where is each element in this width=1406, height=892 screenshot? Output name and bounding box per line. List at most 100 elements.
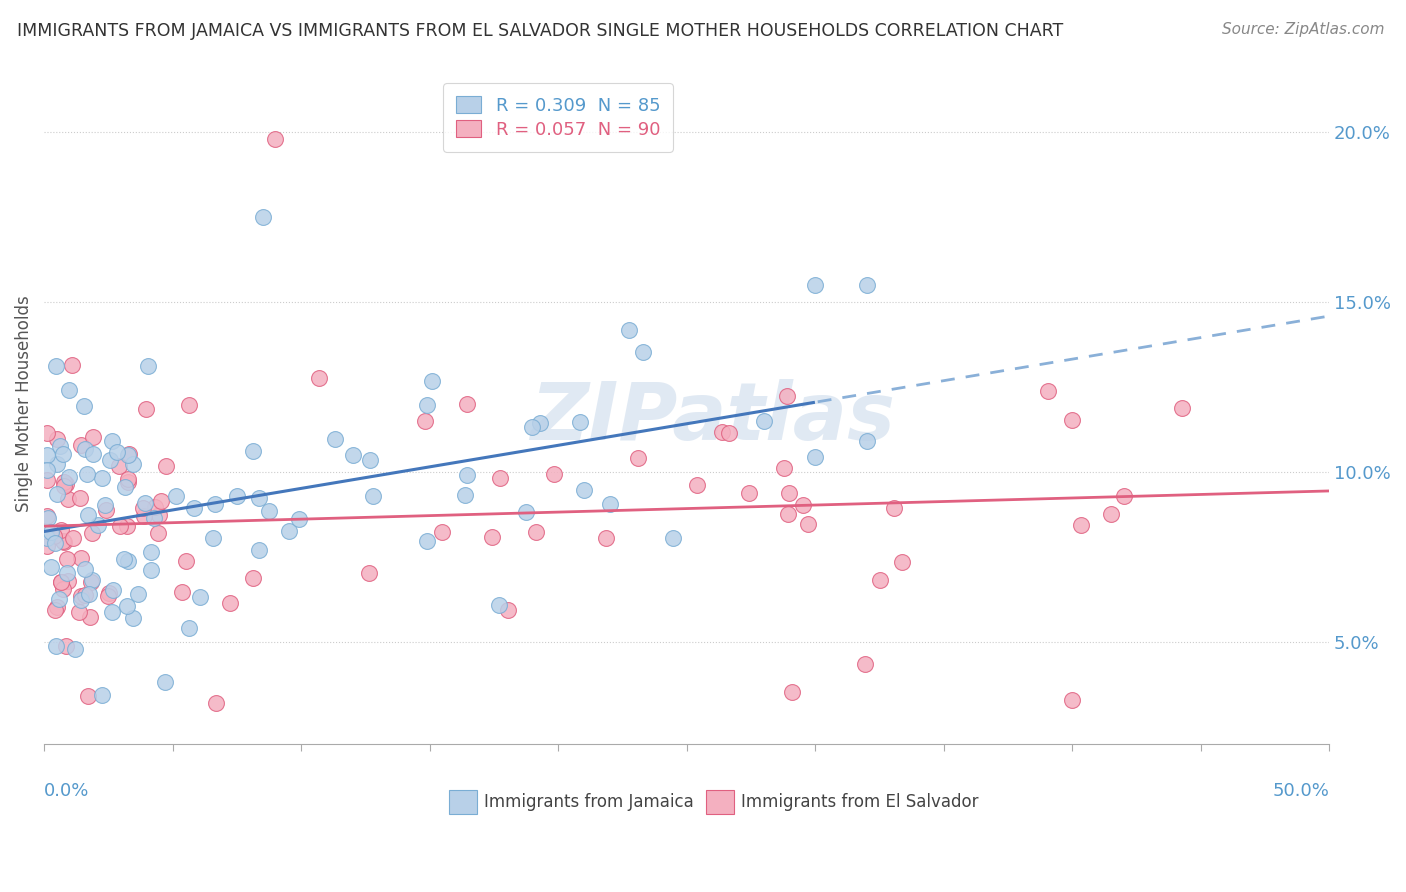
- Text: ZIPatlas: ZIPatlas: [530, 379, 894, 457]
- Point: [117, 519, 139, 533]
- Point: [139, 563, 162, 577]
- Point: [456, 468, 478, 483]
- Point: [45, 599, 67, 614]
- Point: [489, 471, 512, 485]
- Point: [80, 525, 103, 540]
- Point: [77, 586, 100, 600]
- Point: [39, 524, 62, 539]
- Point: [35, 473, 58, 487]
- Point: [773, 461, 796, 475]
- Point: [1038, 384, 1060, 398]
- Point: [108, 459, 131, 474]
- Point: [49, 575, 72, 590]
- Point: [1070, 517, 1092, 532]
- Point: [359, 453, 381, 467]
- Bar: [706, 790, 734, 814]
- Point: [70, 592, 93, 607]
- Point: [247, 543, 270, 558]
- Point: [1112, 489, 1135, 503]
- Point: [869, 574, 891, 588]
- Point: [776, 389, 799, 403]
- Point: [891, 555, 914, 569]
- Point: [252, 210, 274, 224]
- Point: [115, 599, 138, 613]
- Point: [35, 539, 58, 553]
- Point: [524, 525, 547, 540]
- Point: [416, 398, 439, 412]
- Point: [792, 498, 814, 512]
- Point: [1170, 401, 1192, 415]
- Legend: R = 0.309  N = 85, R = 0.057  N = 90: R = 0.309 N = 85, R = 0.057 N = 90: [443, 83, 673, 152]
- Point: [131, 500, 153, 515]
- Point: [49, 523, 72, 537]
- Point: [45, 359, 67, 373]
- Point: [148, 508, 170, 522]
- Point: [97, 586, 120, 600]
- Point: [108, 518, 131, 533]
- Point: [35, 531, 58, 545]
- Point: [122, 611, 145, 625]
- Point: [778, 486, 800, 500]
- Point: [752, 414, 775, 428]
- Point: [804, 450, 827, 465]
- Point: [75, 588, 97, 602]
- Point: [67, 605, 90, 619]
- Point: [619, 323, 641, 337]
- Point: [804, 278, 827, 293]
- Point: [76, 690, 98, 704]
- Point: [56, 566, 79, 581]
- Point: [80, 574, 103, 589]
- Point: [44, 603, 66, 617]
- Point: [183, 500, 205, 515]
- Point: [174, 554, 197, 568]
- Point: [543, 467, 565, 482]
- Point: [146, 525, 169, 540]
- Point: [114, 480, 136, 494]
- Point: [165, 489, 187, 503]
- Point: [522, 420, 544, 434]
- Point: [52, 447, 75, 461]
- Point: [242, 571, 264, 585]
- Point: [117, 475, 139, 489]
- Point: [188, 590, 211, 604]
- Point: [205, 696, 228, 710]
- Point: [776, 507, 799, 521]
- Point: [70, 589, 93, 603]
- Point: [93, 499, 115, 513]
- Point: [62, 531, 84, 545]
- Point: [73, 562, 96, 576]
- Point: [69, 491, 91, 505]
- Bar: [449, 790, 477, 814]
- Point: [134, 495, 156, 509]
- Point: [101, 582, 124, 597]
- Point: [204, 497, 226, 511]
- Point: [420, 374, 443, 388]
- Point: [52, 582, 75, 596]
- Point: [361, 489, 384, 503]
- Point: [117, 448, 139, 462]
- Point: [599, 497, 621, 511]
- Point: [359, 566, 381, 580]
- Point: [686, 478, 709, 492]
- Point: [53, 475, 76, 490]
- Text: Immigrants from Jamaica: Immigrants from Jamaica: [484, 793, 693, 811]
- Point: [308, 371, 330, 385]
- Point: [49, 439, 72, 453]
- Point: [143, 500, 166, 514]
- Point: [430, 524, 453, 539]
- Point: [37, 511, 59, 525]
- Point: [247, 491, 270, 505]
- Point: [242, 443, 264, 458]
- Point: [488, 598, 510, 612]
- Point: [69, 551, 91, 566]
- Point: [58, 574, 80, 588]
- Point: [63, 642, 86, 657]
- Point: [97, 589, 120, 603]
- Point: [118, 447, 141, 461]
- Point: [416, 533, 439, 548]
- Point: [135, 402, 157, 417]
- Point: [627, 450, 650, 465]
- Point: [45, 487, 67, 501]
- Point: [595, 532, 617, 546]
- Point: [136, 359, 159, 374]
